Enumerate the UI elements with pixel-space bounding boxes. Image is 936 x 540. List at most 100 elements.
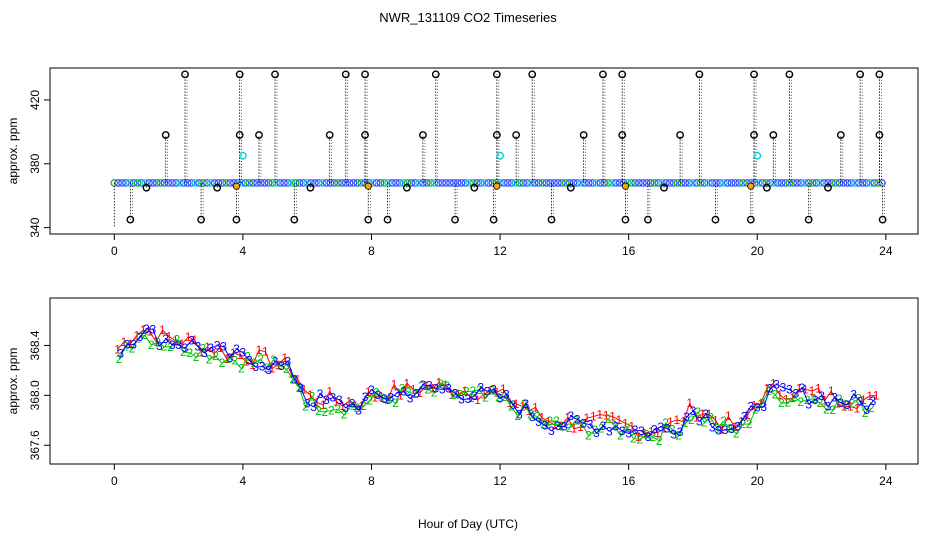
baseline-point — [176, 179, 184, 187]
outlier-point — [126, 215, 135, 224]
baseline-point — [774, 179, 782, 187]
baseline-point — [685, 179, 693, 187]
series-1-segment — [644, 431, 652, 434]
series-3-segment — [152, 329, 160, 347]
series-3-segment — [795, 387, 803, 394]
flagged-point — [747, 182, 755, 190]
series-1-segment — [631, 426, 639, 438]
baseline-point — [720, 179, 728, 187]
outlier-point — [621, 215, 630, 224]
baseline-point — [777, 179, 786, 187]
baseline-point — [122, 179, 130, 187]
series-3-segment — [191, 340, 199, 347]
series-1-segment — [239, 354, 247, 362]
series-3-segment — [821, 395, 829, 407]
series-3-segment — [248, 360, 257, 368]
baseline-point — [426, 179, 435, 187]
series-3-segment — [647, 429, 655, 438]
baseline-point — [658, 179, 666, 187]
top-x-tick-label: 12 — [493, 244, 507, 258]
series-2-segment — [433, 383, 441, 393]
series-2-segment — [504, 396, 512, 407]
series-1-segment — [682, 402, 691, 422]
series-2-segment — [298, 387, 307, 407]
series-1-segment — [580, 417, 588, 428]
series-3-segment — [448, 388, 456, 394]
series-1-segment — [233, 352, 240, 356]
series-3-segment — [705, 413, 713, 428]
series-1-segment — [599, 414, 607, 416]
baseline-point — [357, 179, 365, 187]
baseline-point — [612, 179, 620, 187]
series-1-segment — [136, 329, 144, 336]
series-3-segment — [589, 424, 597, 434]
series-1-segment — [734, 420, 742, 428]
series-2-segment — [427, 388, 435, 393]
series-1-segment — [515, 403, 523, 407]
outlier-point — [547, 215, 556, 224]
series-3-segment — [525, 403, 533, 418]
baseline-point — [314, 179, 323, 187]
series-2-segment — [279, 365, 287, 370]
series-2-segment — [626, 427, 634, 439]
series-3-segment — [814, 395, 822, 401]
series-2-segment — [723, 420, 731, 429]
baseline-point — [299, 179, 308, 187]
series-2-segment — [408, 391, 416, 395]
series-1-segment — [162, 329, 170, 337]
baseline-point — [677, 179, 686, 187]
series-1-segment — [535, 407, 543, 418]
series-1-segment — [509, 402, 517, 405]
series-1-segment — [271, 364, 279, 369]
series-3-segment — [442, 388, 449, 390]
baseline-point — [214, 179, 223, 187]
baseline-point — [666, 179, 674, 187]
series-2-segment — [748, 409, 757, 425]
series-3-segment — [158, 338, 167, 347]
baseline-point — [411, 179, 420, 187]
series-3-segment — [377, 394, 385, 400]
outlier-point — [290, 215, 299, 224]
bottom-x-tick-label: 4 — [240, 474, 247, 488]
series-3-segment — [345, 403, 353, 409]
series-3-segment — [384, 397, 391, 400]
series-1-segment — [438, 382, 446, 386]
outlier-point — [142, 183, 151, 192]
baseline-point — [650, 179, 659, 187]
series-3-segment — [563, 415, 572, 427]
series-1-segment — [606, 414, 613, 418]
top-y-axis-label: approx. ppm — [6, 118, 20, 185]
bottom-panel: approx. ppm 0 4 8 12 16 20 24 367.6 368.0 368.4 1… — [6, 297, 919, 488]
top-x-tick-label: 8 — [368, 244, 375, 258]
series-2-segment — [266, 359, 274, 369]
outlier-point — [824, 183, 832, 192]
series-3-segment — [750, 406, 758, 408]
baseline-point — [403, 179, 412, 187]
baseline-point — [673, 179, 682, 187]
series-1-segment — [226, 352, 234, 360]
series-1-segment — [329, 391, 337, 402]
series-1-segment — [445, 384, 453, 396]
baseline-point — [461, 179, 470, 187]
series-1-segment — [676, 419, 684, 423]
baseline-point — [164, 179, 173, 187]
baseline-point — [588, 179, 597, 187]
outlier-point — [402, 183, 411, 192]
baseline-point — [669, 179, 678, 187]
baseline-point — [114, 179, 122, 187]
series-2-segment — [658, 423, 667, 442]
outlier-point — [232, 215, 241, 224]
series-3-segment — [622, 430, 629, 435]
baseline-point — [183, 179, 192, 187]
series-2-segment — [710, 417, 718, 429]
series-3-segment — [782, 387, 790, 391]
series-3-segment — [827, 397, 835, 407]
series-1-segment — [786, 397, 793, 401]
series-3-segment — [120, 344, 128, 354]
cyan-point — [238, 151, 247, 160]
baseline-point — [781, 179, 790, 187]
series-3-segment — [512, 404, 520, 415]
series-3-segment — [654, 426, 661, 430]
baseline-point — [133, 179, 142, 187]
